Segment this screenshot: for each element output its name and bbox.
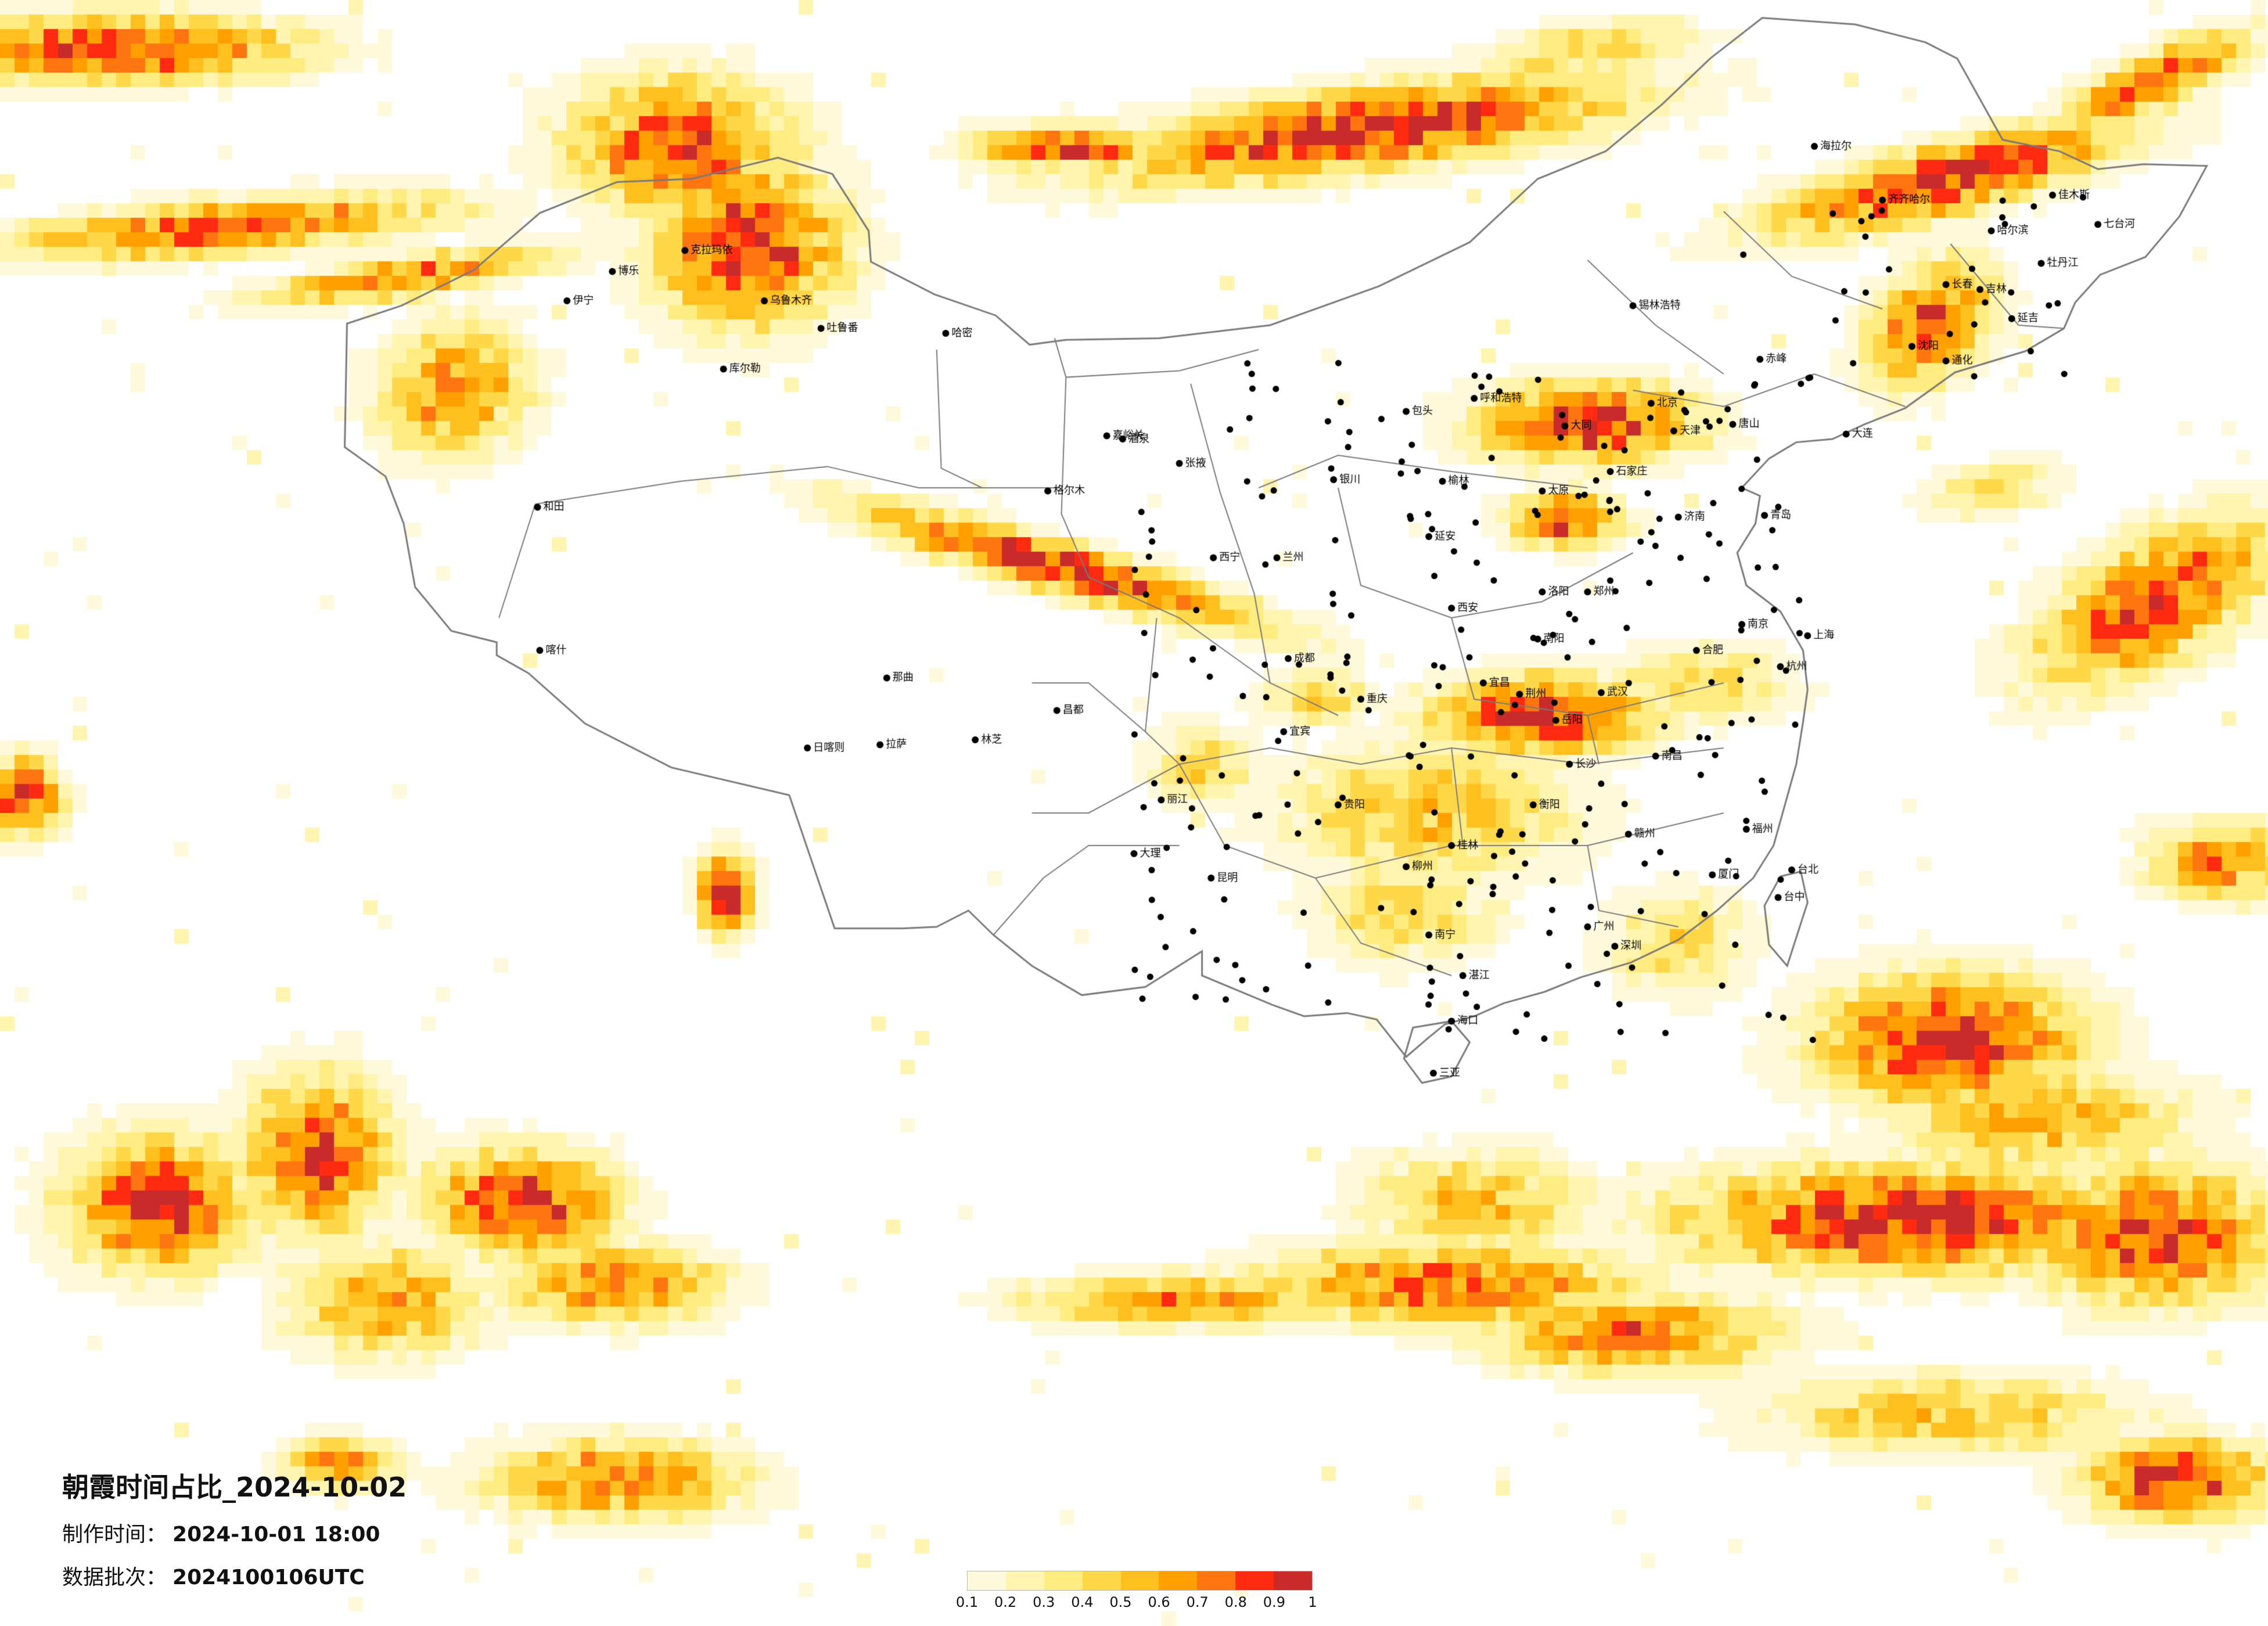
legend-tick-label: 1 [1308, 1594, 1317, 1610]
legend-swatch [1082, 1571, 1121, 1590]
legend-tick-label: 0.5 [1109, 1594, 1132, 1610]
legend-color-bar [967, 1571, 1313, 1591]
legend-tick-label: 0.8 [1224, 1594, 1247, 1610]
map-title: 朝霞时间占比_2024-10-02 [62, 1472, 407, 1503]
made-time-value: 2024-10-01 18:00 [172, 1523, 380, 1546]
legend-tick-label: 0.2 [994, 1594, 1017, 1610]
made-time-line: 制作时间： 2024-10-01 18:00 [62, 1517, 407, 1548]
legend-swatch [1235, 1571, 1274, 1590]
legend-tick-label: 0.7 [1186, 1594, 1209, 1610]
color-legend: 0.1 0.2 0.3 0.4 0.5 0.6 0.7 0.8 0.9 1 [956, 1571, 1317, 1623]
legend-tick-label: 0.1 [955, 1594, 979, 1610]
batch-value: 2024100106UTC [172, 1566, 365, 1589]
legend-swatch [1159, 1571, 1198, 1590]
legend-swatch [1120, 1571, 1159, 1590]
legend-swatch [1044, 1571, 1083, 1590]
legend-tick-label: 0.3 [1033, 1594, 1055, 1610]
legend-tick-label: 0.4 [1071, 1594, 1094, 1610]
legend-swatch [1197, 1571, 1236, 1590]
batch-line: 数据批次： 2024100106UTC [62, 1560, 407, 1591]
batch-label: 数据批次： [62, 1566, 167, 1589]
legend-tick-label: 0.9 [1263, 1594, 1285, 1610]
map-info-block: 朝霞时间占比_2024-10-02 制作时间： 2024-10-01 18:00 … [62, 1466, 407, 1591]
legend-tick-label: 0.6 [1148, 1594, 1170, 1610]
legend-tick-labels: 0.1 0.2 0.3 0.4 0.5 0.6 0.7 0.8 0.9 1 [956, 1594, 1317, 1617]
made-time-label: 制作时间： [62, 1523, 167, 1546]
legend-swatch [1005, 1571, 1044, 1590]
legend-swatch [968, 1571, 1006, 1590]
legend-swatch [1274, 1571, 1313, 1590]
